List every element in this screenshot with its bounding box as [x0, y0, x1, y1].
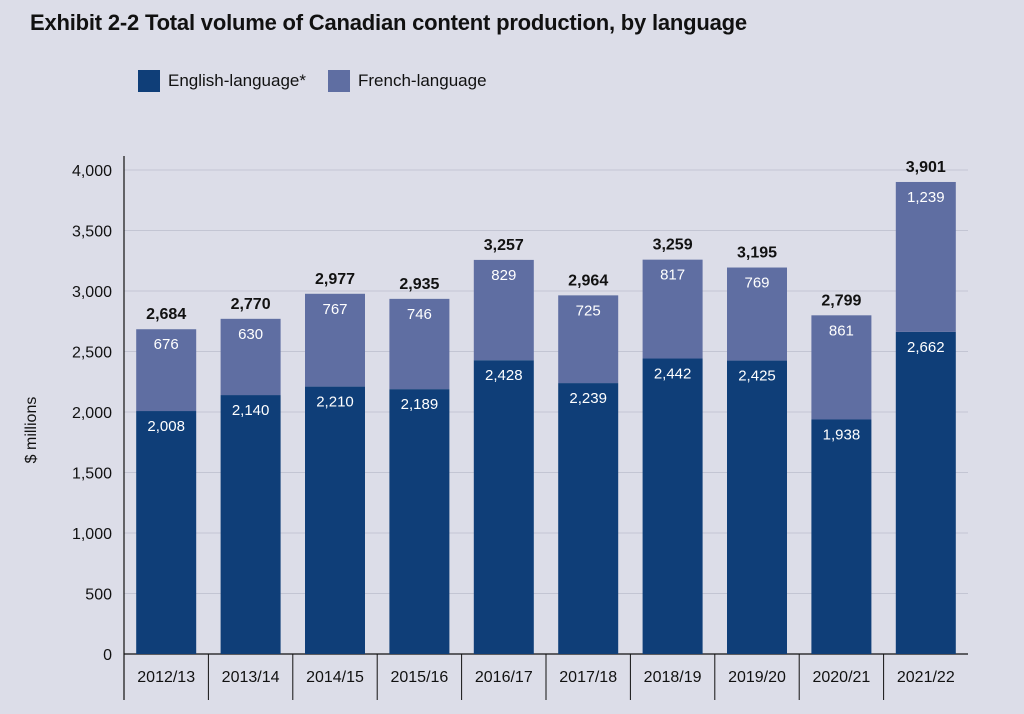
x-tick-label: 2021/22: [897, 669, 955, 686]
data-label-total: 3,259: [653, 237, 693, 254]
data-label-total: 2,977: [315, 271, 355, 288]
bar-french: [305, 293, 365, 387]
bar-english: [389, 389, 450, 654]
data-label-french: 861: [829, 322, 854, 339]
data-label-french: 829: [491, 267, 516, 284]
bar-french: [727, 267, 787, 361]
bar-english: [558, 383, 619, 654]
data-label-english: 2,428: [485, 367, 523, 384]
legend-label-english: English-language*: [168, 71, 306, 90]
x-tick-label: 2019/20: [728, 669, 786, 686]
y-tick-label: 500: [85, 587, 112, 604]
data-label-total: 2,684: [146, 306, 186, 323]
data-label-english: 2,662: [907, 339, 945, 356]
bar-french: [811, 315, 872, 420]
data-label-english: 2,425: [738, 368, 776, 385]
legend-item-french: French-language: [328, 70, 487, 92]
bar-french: [895, 181, 956, 332]
x-tick-label: 2018/19: [644, 669, 702, 686]
bar-english: [220, 395, 281, 654]
y-tick-label: 0: [103, 647, 112, 664]
data-label-total: 2,935: [399, 276, 439, 293]
bar-french: [220, 318, 281, 396]
y-tick-label: 3,500: [72, 224, 112, 241]
data-label-english: 2,189: [401, 396, 439, 413]
x-tick-label: 2017/18: [559, 669, 617, 686]
legend-swatch-english: [138, 70, 160, 92]
bar-french: [389, 298, 450, 390]
y-tick-label: 2,000: [72, 405, 112, 422]
data-label-french: 817: [660, 267, 685, 284]
bar-english: [473, 360, 534, 654]
data-label-english: 2,239: [569, 390, 607, 407]
data-label-french: 767: [322, 301, 347, 318]
y-tick-label: 4,000: [72, 163, 112, 180]
legend-swatch-french: [328, 70, 350, 92]
bar-french: [558, 295, 619, 384]
bar-french: [136, 329, 197, 412]
bar-french: [642, 259, 703, 359]
x-tick-label: 2013/14: [222, 669, 280, 686]
x-tick-label: 2014/15: [306, 669, 364, 686]
bar-english: [727, 360, 787, 654]
x-tick-label: 2015/16: [390, 669, 448, 686]
data-label-total: 2,964: [568, 272, 608, 289]
data-label-french: 746: [407, 306, 432, 323]
data-label-french: 769: [744, 275, 769, 292]
bar-french: [473, 259, 534, 361]
data-label-total: 3,195: [737, 245, 777, 262]
data-label-total: 3,257: [484, 237, 524, 254]
data-label-english: 1,938: [823, 427, 861, 444]
y-tick-label: 2,500: [72, 345, 112, 362]
chart-title: Exhibit 2-2 Total volume of Canadian con…: [30, 10, 747, 35]
bar-english: [136, 411, 197, 654]
x-tick-label: 2020/21: [812, 669, 870, 686]
data-label-english: 2,210: [316, 394, 354, 411]
data-label-total: 3,901: [906, 159, 946, 176]
bar-english: [642, 358, 703, 654]
data-label-french: 630: [238, 326, 263, 343]
y-tick-label: 1,000: [72, 526, 112, 543]
legend-item-english: English-language*: [138, 70, 306, 92]
data-label-french: 725: [576, 302, 601, 319]
legend-label-french: French-language: [358, 71, 487, 90]
x-tick-label: 2016/17: [475, 669, 533, 686]
x-tick-label: 2012/13: [137, 669, 195, 686]
data-label-english: 2,442: [654, 366, 692, 383]
y-tick-label: 3,000: [72, 284, 112, 301]
legend: English-language* French-language: [138, 70, 487, 92]
data-label-total: 2,799: [821, 292, 861, 309]
data-label-french: 676: [154, 336, 179, 353]
bar-english: [305, 386, 365, 654]
y-tick-label: 1,500: [72, 466, 112, 483]
data-label-english: 2,008: [147, 418, 185, 435]
data-label-english: 2,140: [232, 402, 270, 419]
bar-english: [895, 331, 956, 654]
data-label-total: 2,770: [231, 296, 271, 313]
data-label-french: 1,239: [907, 189, 945, 206]
bar-english: [811, 419, 872, 654]
